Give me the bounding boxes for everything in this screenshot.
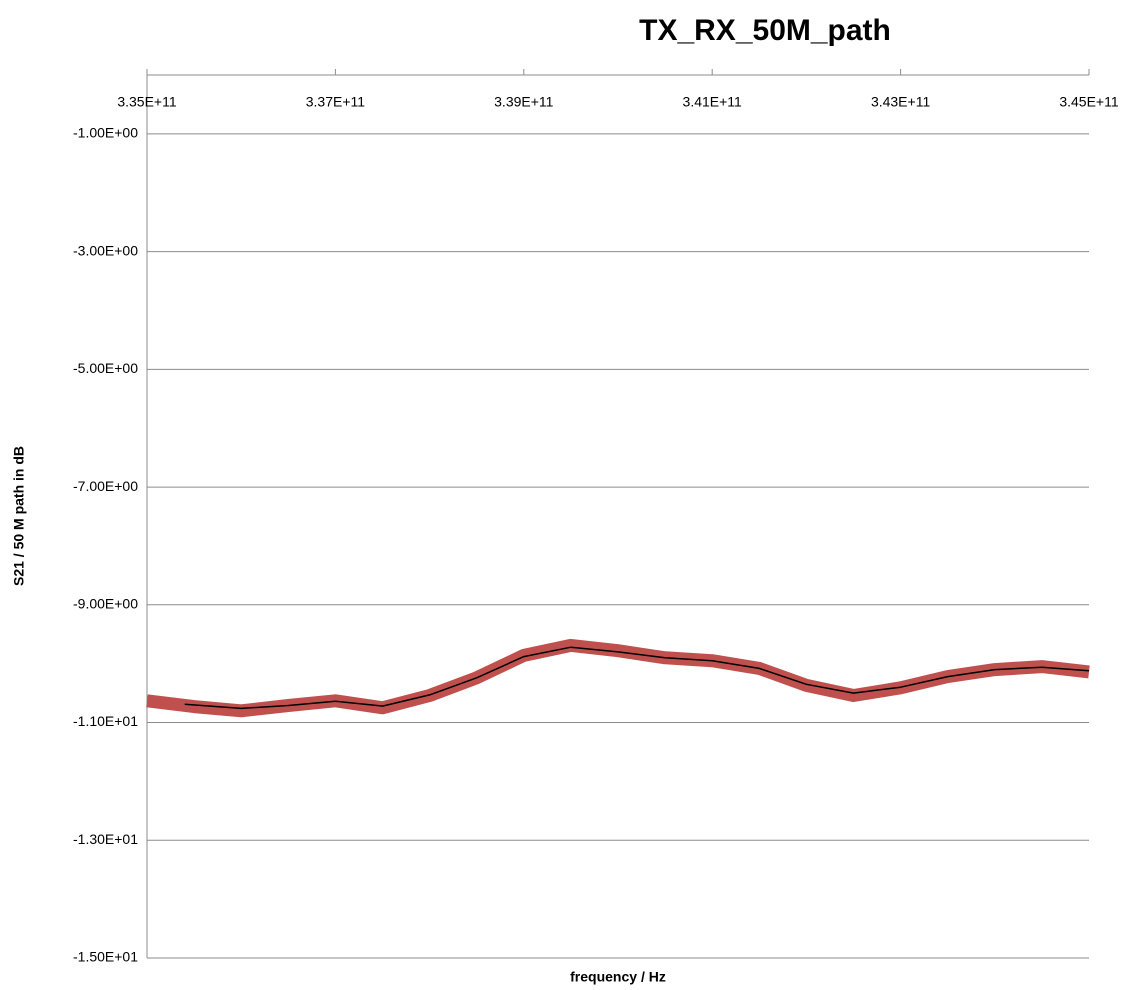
- y-tick-label: -1.10E+01: [73, 713, 138, 729]
- y-tick-label: -1.00E+00: [73, 125, 138, 141]
- x-tick-label: 3.39E+11: [494, 94, 554, 110]
- x-tick-label: 3.37E+11: [306, 94, 366, 110]
- x-axis-title: frequency / Hz: [570, 969, 666, 985]
- y-tick-label: -7.00E+00: [73, 478, 138, 494]
- series-line: [146, 638, 1090, 718]
- x-tick-label: 3.35E+11: [117, 94, 177, 110]
- y-tick-label: -9.00E+00: [73, 596, 138, 612]
- y-tick-label: -3.00E+00: [73, 242, 138, 258]
- y-axis-title: S21 / 50 M path in dB: [11, 446, 27, 586]
- y-tick-label: -1.50E+01: [73, 949, 138, 965]
- x-tick-label: 3.41E+11: [683, 94, 743, 110]
- x-tick-label: 3.45E+11: [1059, 94, 1119, 110]
- y-tick-label: -5.00E+00: [73, 360, 138, 376]
- y-tick-label: -1.30E+01: [73, 831, 138, 847]
- series-line: [184, 646, 1090, 710]
- chart-title: TX_RX_50M_path: [639, 14, 891, 47]
- x-tick-label: 3.43E+11: [871, 94, 931, 110]
